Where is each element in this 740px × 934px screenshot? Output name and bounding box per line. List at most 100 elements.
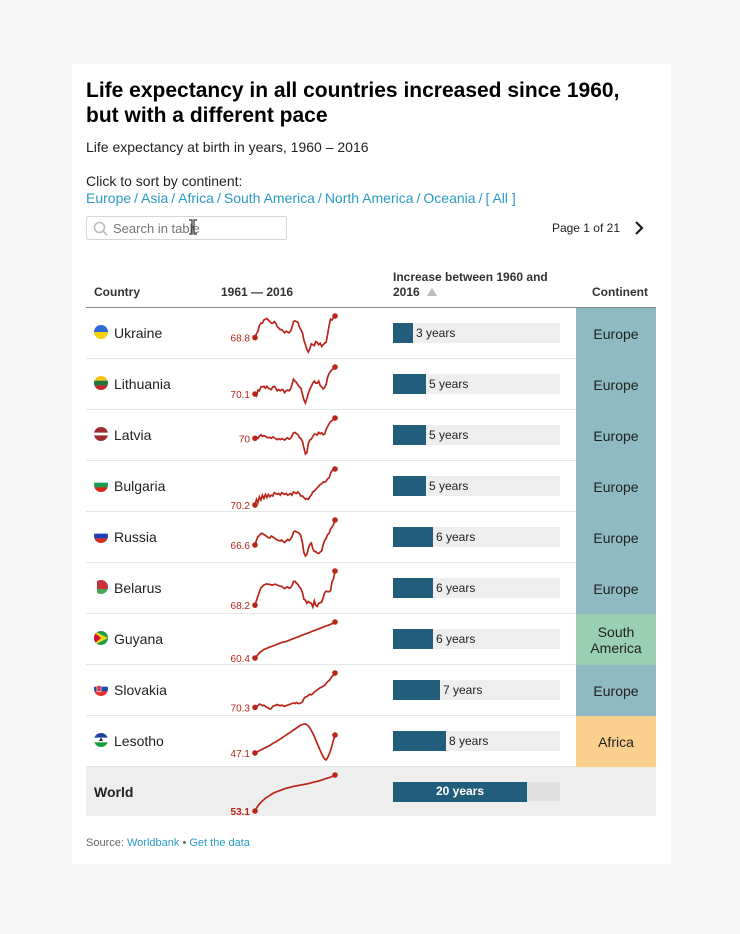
increase-label: 6 years	[436, 632, 476, 646]
increase-bar	[393, 323, 413, 343]
sparkline-path	[254, 468, 336, 506]
sparkline-start-label: 47.1	[231, 749, 251, 760]
sparkline-start-label: 70	[239, 434, 251, 445]
guyana-flag-icon	[94, 631, 108, 645]
col-header-sparkline[interactable]: 1961 — 2016	[221, 285, 294, 299]
sparkline: 66.671.6	[231, 517, 338, 558]
sparkline-path	[254, 417, 336, 456]
slovakia-flag-icon	[94, 682, 108, 696]
sparkline-start-dot	[252, 602, 258, 608]
sparkline-end-dot	[332, 364, 338, 370]
table-row: Lithuania 70.174.3 5 years Europe	[86, 359, 656, 410]
sparkline-start-dot	[252, 655, 258, 661]
sparkline-path	[254, 315, 336, 354]
sparkline-path	[254, 519, 336, 558]
chart-title: Life expectancy in all countries increas…	[86, 79, 620, 127]
sort-link-oceania[interactable]: Oceania	[423, 190, 476, 206]
sparkline-start-dot	[252, 808, 258, 814]
increase-bar-track: 8 years	[393, 731, 560, 751]
page-indicator: Page 1 of 21	[551, 221, 620, 235]
sparkline: 70.274.6	[231, 466, 338, 512]
sparkline-start-label: 70.1	[231, 390, 251, 401]
increase-label: 7 years	[443, 683, 483, 697]
sparkline-start-label: 53.1	[231, 807, 251, 818]
continent-cell: Europe	[576, 410, 656, 461]
text-cursor-icon	[189, 219, 197, 235]
increase-label: 20 years	[435, 784, 485, 798]
increase-bar	[393, 782, 527, 802]
sparkline-start-dot	[252, 750, 258, 756]
increase-label: 3 years	[416, 326, 456, 340]
search-box[interactable]	[86, 216, 287, 240]
sparkline: 60.466.7	[231, 619, 338, 665]
sparkline-end-dot	[332, 415, 338, 421]
table-row: Belarus 68.273.8 6 years Europe	[86, 563, 656, 614]
lithuania-flag-icon	[94, 376, 108, 390]
sort-link-europe[interactable]: Europe	[86, 190, 132, 206]
search-input[interactable]	[113, 220, 283, 237]
col-header-increase-label: Increase between 1960 and 2016	[393, 270, 548, 299]
sparkline-path	[254, 723, 336, 762]
sparkline-path	[254, 672, 336, 710]
sort-link-north-america[interactable]: North America	[324, 190, 414, 206]
sparkline-end-dot	[332, 772, 338, 778]
country-name: Latvia	[114, 427, 152, 443]
sort-link-all[interactable]: [ All ]	[485, 190, 516, 206]
sparkline: 68.273.8	[231, 568, 338, 612]
sparkline-start-dot	[252, 391, 258, 397]
chart-card: Life expectancy in all countries increas…	[72, 64, 671, 864]
sparkline-path	[254, 774, 336, 812]
increase-bar-track: 5 years	[393, 476, 560, 496]
increase-label: 6 years	[436, 530, 476, 544]
increase-bar-track: 5 years	[393, 425, 560, 445]
sort-ascending-icon	[427, 288, 438, 296]
increase-label: 5 years	[429, 428, 469, 442]
source-link-worldbank[interactable]: Worldbank	[126, 837, 180, 849]
increase-bar-track: 7 years	[393, 680, 560, 700]
sparkline-path	[254, 621, 336, 659]
sort-link-south-america[interactable]: South America	[223, 190, 315, 206]
chart-subtitle: Life expectancy at birth in years, 1960 …	[86, 139, 369, 155]
increase-label: 5 years	[429, 377, 469, 391]
increase-bar-track: 6 years	[393, 629, 560, 649]
table-row: Bulgaria 70.274.6 5 years Europe	[86, 461, 656, 512]
sort-link-asia[interactable]: Asia	[141, 190, 169, 206]
sparkline-start-dot	[252, 435, 258, 442]
country-name: Slovakia	[114, 682, 167, 698]
bulgaria-flag-icon	[94, 478, 108, 492]
country-name: Bulgaria	[114, 478, 166, 494]
country-name: Belarus	[114, 580, 162, 596]
table-row: Latvia 7074.5 5 years Europe	[86, 410, 656, 461]
sparkline-end-dot	[332, 313, 338, 319]
get-the-data-link[interactable]: Get the data	[189, 837, 250, 849]
next-page-icon[interactable]	[632, 220, 646, 236]
sparkline-start-dot	[252, 502, 258, 508]
russia-flag-icon	[94, 529, 108, 543]
sort-link-africa[interactable]: Africa	[178, 190, 214, 206]
world-row: World 53.172 20 years	[86, 767, 656, 818]
sparkline-end-dot	[332, 568, 338, 574]
country-name: Lithuania	[114, 376, 171, 392]
ukraine-flag-icon	[94, 325, 108, 339]
col-header-increase[interactable]: Increase between 1960 and 2016	[393, 270, 563, 300]
increase-bar	[393, 374, 426, 394]
continent-cell: Europe	[576, 308, 656, 359]
country-name: Guyana	[114, 631, 164, 647]
data-table: Country 1961 — 2016 Increase between 196…	[86, 263, 656, 818]
increase-bar	[393, 527, 433, 547]
col-header-continent[interactable]: Continent	[592, 285, 648, 299]
lesotho-flag-icon	[94, 733, 108, 747]
sparkline-start-label: 60.4	[231, 654, 251, 665]
table-body: Ukraine 68.871.5 3 years Europe Lithuania 70.…	[86, 308, 656, 818]
table-row: Slovakia 70.376.6 7 years Europe	[86, 665, 656, 716]
continent-cell: Europe	[576, 359, 656, 410]
sparkline: 70.174.3	[231, 364, 338, 406]
increase-bar	[393, 731, 446, 751]
increase-bar	[393, 680, 440, 700]
sparkline-end-dot	[332, 619, 338, 625]
table-row: Ukraine 68.871.5 3 years Europe	[86, 308, 656, 359]
increase-bar	[393, 476, 426, 496]
col-header-country[interactable]: Country	[94, 285, 140, 299]
country-name: Russia	[114, 529, 157, 545]
sparkline-start-label: 68.8	[231, 334, 251, 345]
